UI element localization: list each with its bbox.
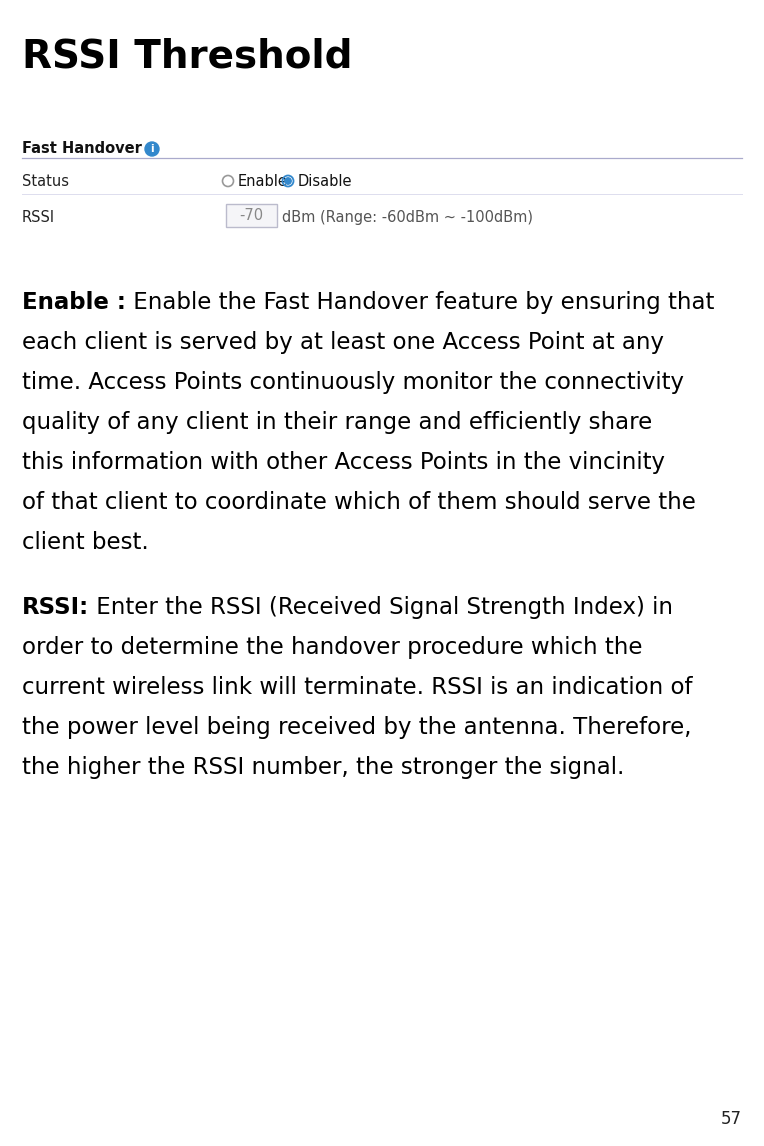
Text: the higher the RSSI number, the stronger the signal.: the higher the RSSI number, the stronger… xyxy=(22,756,624,779)
Text: dBm (Range: -60dBm ~ -100dBm): dBm (Range: -60dBm ~ -100dBm) xyxy=(282,210,533,225)
Circle shape xyxy=(285,178,291,185)
Text: Disable: Disable xyxy=(298,174,352,189)
Text: order to determine the handover procedure which the: order to determine the handover procedur… xyxy=(22,636,643,659)
Text: Enable the Fast Handover feature by ensuring that: Enable the Fast Handover feature by ensu… xyxy=(126,291,714,314)
Text: time. Access Points continuously monitor the connectivity: time. Access Points continuously monitor… xyxy=(22,371,684,394)
Text: Status: Status xyxy=(22,174,69,189)
Circle shape xyxy=(145,142,159,156)
Text: RSSI:: RSSI: xyxy=(22,596,89,619)
Text: Fast Handover: Fast Handover xyxy=(22,141,142,156)
Text: i: i xyxy=(151,144,154,154)
Text: quality of any client in their range and efficiently share: quality of any client in their range and… xyxy=(22,411,652,434)
Text: Enable: Enable xyxy=(238,174,288,189)
Text: of that client to coordinate which of them should serve the: of that client to coordinate which of th… xyxy=(22,490,696,515)
Text: RSSI: RSSI xyxy=(22,210,55,225)
Text: 57: 57 xyxy=(721,1110,742,1128)
Text: each client is served by at least one Access Point at any: each client is served by at least one Ac… xyxy=(22,331,664,354)
Text: current wireless link will terminate. RSSI is an indication of: current wireless link will terminate. RS… xyxy=(22,676,692,699)
Text: client best.: client best. xyxy=(22,531,149,554)
Text: -70: -70 xyxy=(239,207,263,222)
Text: Enable :: Enable : xyxy=(22,291,126,314)
Text: this information with other Access Points in the vincinity: this information with other Access Point… xyxy=(22,452,665,474)
Text: the power level being received by the antenna. Therefore,: the power level being received by the an… xyxy=(22,716,691,739)
Text: Enter the RSSI (Received Signal Strength Index) in: Enter the RSSI (Received Signal Strength… xyxy=(89,596,673,619)
Text: RSSI Threshold: RSSI Threshold xyxy=(22,38,352,76)
FancyBboxPatch shape xyxy=(225,204,277,227)
